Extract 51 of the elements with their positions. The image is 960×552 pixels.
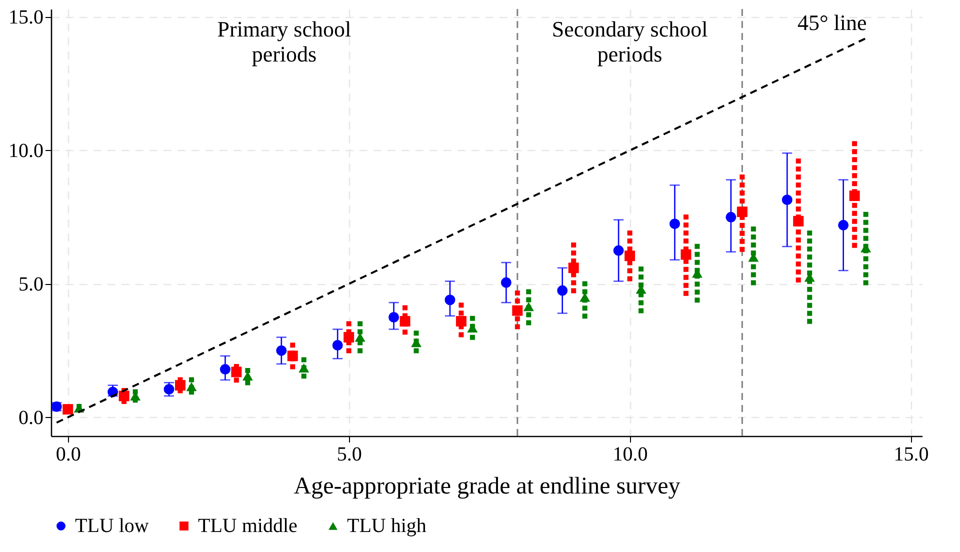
point bbox=[118, 390, 130, 402]
point bbox=[624, 250, 636, 262]
point bbox=[500, 277, 512, 288]
point bbox=[186, 382, 197, 392]
x-tick-label: 0.0 bbox=[56, 444, 81, 466]
point bbox=[354, 332, 366, 342]
point bbox=[344, 332, 354, 342]
point bbox=[568, 262, 579, 274]
x-axis-title: Age-appropriate grade at endline survey bbox=[294, 474, 680, 500]
point bbox=[456, 316, 466, 326]
point bbox=[444, 294, 456, 306]
legend-label: TLU middle bbox=[198, 515, 298, 537]
point bbox=[680, 249, 692, 260]
y-tick-label: 0.0 bbox=[18, 406, 44, 429]
point bbox=[175, 380, 186, 391]
annotation: Secondary school periods bbox=[552, 16, 708, 67]
point bbox=[298, 363, 310, 372]
point bbox=[860, 243, 872, 252]
point bbox=[400, 316, 410, 326]
point bbox=[670, 218, 680, 230]
point bbox=[838, 220, 849, 230]
point bbox=[467, 323, 478, 332]
point bbox=[287, 350, 298, 362]
x-tick-label: 10.0 bbox=[612, 444, 648, 466]
point bbox=[220, 364, 230, 375]
point bbox=[276, 345, 287, 356]
point bbox=[512, 305, 523, 316]
point bbox=[557, 285, 568, 296]
point bbox=[388, 312, 400, 322]
point bbox=[580, 292, 590, 302]
x-tick-label: 15.0 bbox=[894, 444, 929, 466]
point bbox=[411, 338, 422, 348]
point bbox=[231, 366, 242, 378]
point bbox=[523, 302, 534, 312]
point bbox=[164, 384, 174, 395]
point bbox=[849, 190, 860, 202]
y-tick-label: 15.0 bbox=[8, 6, 44, 29]
annotation: 45° line bbox=[797, 10, 867, 36]
legend-label: TLU high bbox=[347, 515, 426, 537]
point bbox=[726, 212, 736, 222]
point bbox=[332, 340, 343, 350]
point bbox=[62, 404, 74, 415]
annotation: Primary school periods bbox=[217, 16, 352, 67]
legend-label: TLU low bbox=[75, 515, 150, 537]
point bbox=[793, 216, 804, 226]
point bbox=[736, 206, 748, 218]
y-tick-label: 5.0 bbox=[18, 273, 44, 296]
point bbox=[782, 194, 792, 206]
x-tick-label: 5.0 bbox=[336, 444, 362, 466]
point bbox=[613, 245, 624, 256]
y-tick-label: 10.0 bbox=[8, 140, 44, 162]
